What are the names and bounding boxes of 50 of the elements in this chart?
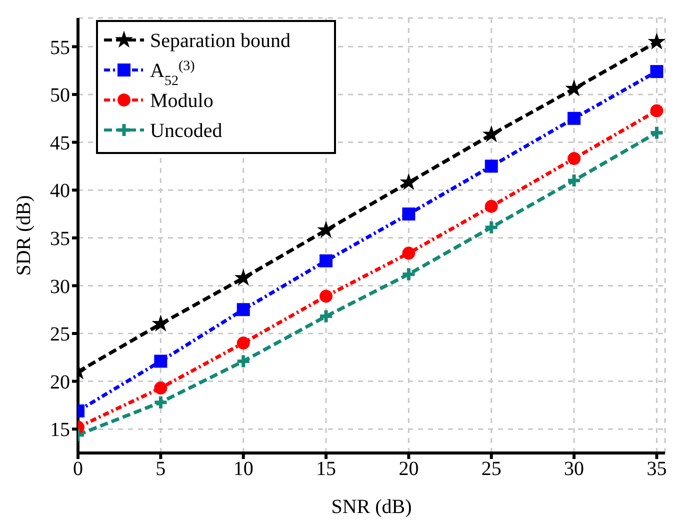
- point: [648, 34, 665, 49]
- point: [568, 152, 581, 166]
- legend-label: Uncoded: [150, 120, 222, 142]
- point: [400, 266, 416, 282]
- legend-label: Modulo: [150, 90, 214, 112]
- point: [154, 381, 168, 394]
- x-tick-label: 35: [646, 458, 667, 480]
- y-tick-label: 15: [50, 419, 70, 442]
- point: [484, 220, 500, 236]
- point: [235, 270, 252, 285]
- x-tick-label: 20: [398, 458, 419, 480]
- point: [648, 124, 664, 140]
- point: [484, 200, 498, 213]
- x-axis-title: SNR (dB): [331, 496, 412, 518]
- y-tick-label: 35: [50, 228, 70, 250]
- point: [152, 394, 168, 410]
- point: [318, 308, 334, 324]
- point: [650, 65, 664, 78]
- point: [484, 160, 498, 173]
- point: [566, 80, 582, 96]
- y-tick-label: 20: [50, 371, 70, 394]
- y-axis-title: SDR (dB): [13, 195, 35, 276]
- point: [402, 246, 416, 260]
- y-tick-label: 50: [50, 84, 70, 107]
- y-tick-label: 40: [50, 180, 70, 202]
- point: [483, 126, 500, 142]
- y-tick-label: 45: [50, 132, 70, 154]
- point: [400, 174, 417, 190]
- point: [568, 112, 581, 125]
- legend-label: Separation bound: [150, 30, 291, 52]
- x-tick-label: 25: [481, 458, 502, 480]
- x-tick-label: 30: [564, 458, 584, 480]
- point: [236, 353, 252, 369]
- x-tick-label: 15: [316, 458, 336, 480]
- x-tick-label: 0: [73, 458, 83, 480]
- point: [152, 316, 169, 331]
- point: [318, 222, 334, 238]
- point: [320, 290, 333, 303]
- point: [154, 354, 168, 368]
- x-tick-label: 5: [156, 458, 166, 480]
- point: [236, 336, 250, 350]
- y-tick-label: 30: [50, 276, 70, 298]
- y-tick-label: 25: [50, 324, 70, 346]
- point: [566, 172, 582, 188]
- point: [650, 104, 664, 118]
- point: [402, 207, 416, 220]
- point: [236, 303, 250, 316]
- point: [320, 254, 333, 268]
- x-tick-label: 10: [233, 458, 254, 480]
- y-tick-label: 55: [50, 36, 70, 59]
